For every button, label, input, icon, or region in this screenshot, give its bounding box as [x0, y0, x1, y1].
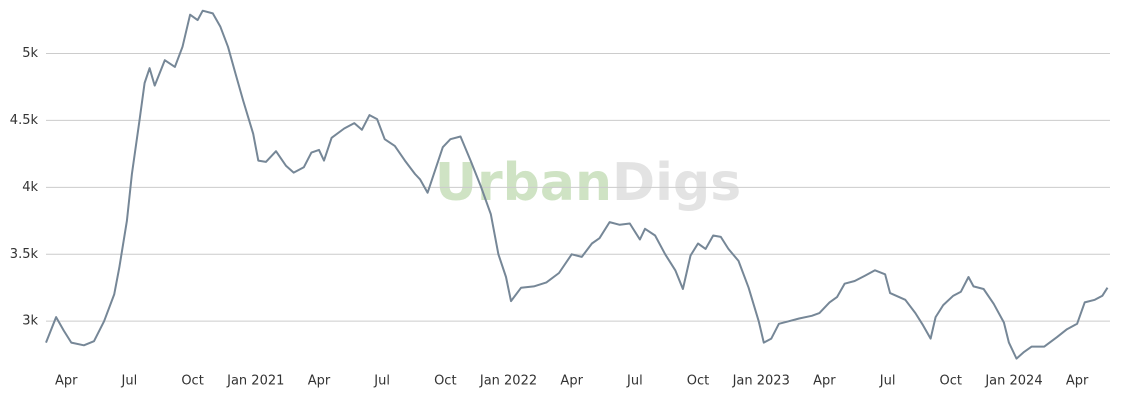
x-tick-label: Jan 2023 — [732, 374, 790, 389]
x-tick-label: Apr — [308, 374, 331, 389]
x-tick-label: Oct — [434, 374, 456, 389]
x-tick-label: Jul — [879, 374, 896, 389]
x-tick-label: Apr — [813, 374, 836, 389]
y-tick-label: 4.5k — [10, 113, 39, 128]
y-tick-label: 3k — [22, 314, 38, 329]
x-tick-label: Apr — [1066, 374, 1089, 389]
y-tick-label: 3.5k — [10, 247, 39, 262]
x-tick-label: Oct — [687, 374, 709, 389]
x-tick-label: Jan 2021 — [226, 374, 284, 389]
watermark-digs: Digs — [612, 153, 741, 213]
watermark: UrbanDigs — [435, 153, 741, 213]
x-tick-label: Jul — [373, 374, 390, 389]
y-tick-label: 4k — [22, 180, 38, 195]
x-tick-label: Oct — [181, 374, 203, 389]
x-tick-label: Jan 2024 — [984, 374, 1042, 389]
y-tick-label: 5k — [22, 46, 38, 61]
x-tick-label: Apr — [55, 374, 78, 389]
x-tick-label: Apr — [560, 374, 583, 389]
x-tick-label: Jan 2022 — [479, 374, 537, 389]
line-series — [45, 9, 1109, 360]
watermark-urban: Urban — [435, 153, 612, 213]
x-tick-label: Jul — [121, 374, 138, 389]
x-tick-label: Jul — [626, 374, 643, 389]
x-tick-label: Oct — [940, 374, 962, 389]
